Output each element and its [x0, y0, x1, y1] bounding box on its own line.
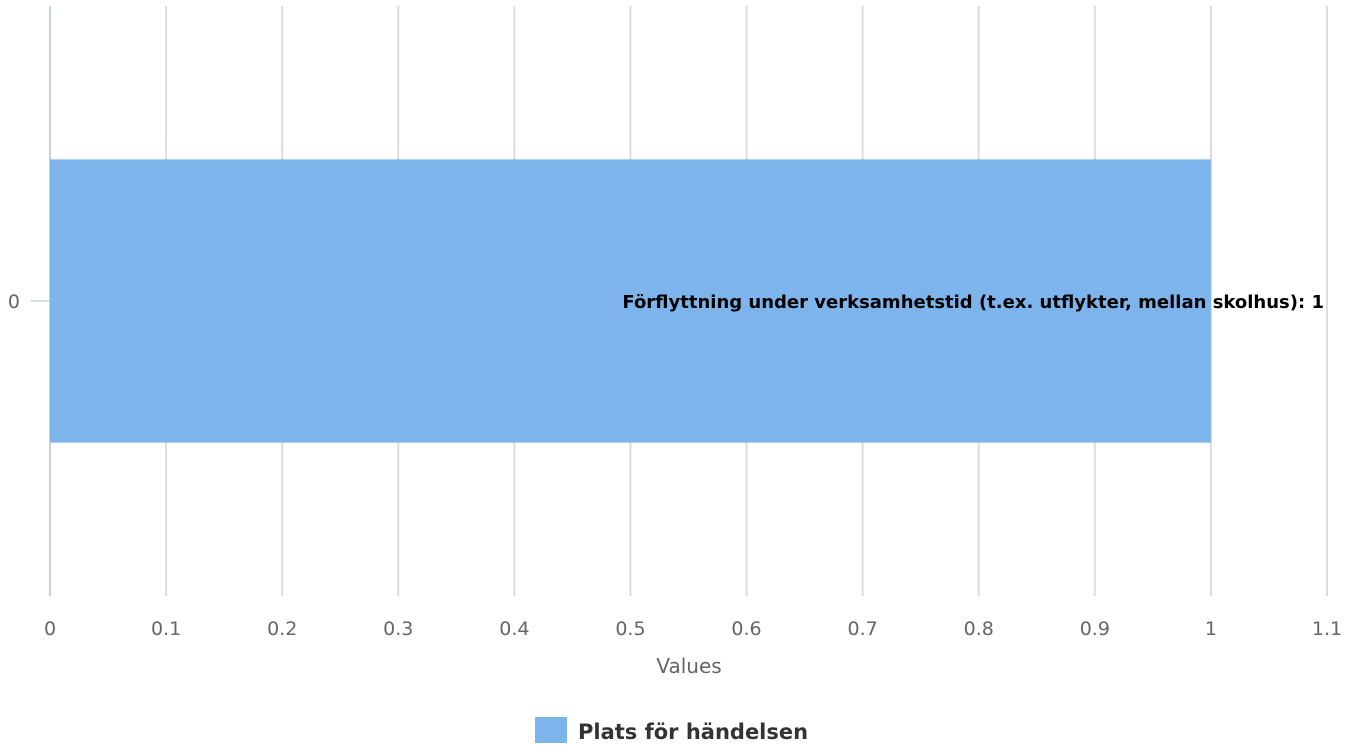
- x-tick-labels: 0 0.1 0.2 0.3 0.4 0.5 0.6 0.7 0.8 0.9 1 1.1: [44, 618, 1342, 640]
- data-labels: Förflyttning under verksamhetstid (t.ex.…: [622, 292, 1324, 313]
- x-tick-label: 0.3: [383, 618, 413, 640]
- x-tick-label: 1: [1205, 618, 1217, 640]
- x-tick-label: 0.5: [615, 618, 645, 640]
- x-tick-label: 0.6: [731, 618, 761, 640]
- bar[interactable]: [50, 159, 1211, 443]
- x-tick-label: 0.4: [499, 618, 529, 640]
- legend-swatch: [535, 717, 567, 743]
- x-axis-title: Values: [656, 654, 721, 678]
- x-tick-label: 0: [44, 618, 56, 640]
- bar-data-label: Förflyttning under verksamhetstid (t.ex.…: [622, 292, 1324, 313]
- y-tick-labels: 0: [8, 291, 50, 313]
- y-tick-label: 0: [8, 291, 20, 313]
- x-tick-label: 1.1: [1312, 618, 1342, 640]
- x-tick-label: 0.7: [848, 618, 878, 640]
- x-tick-label: 0.2: [267, 618, 297, 640]
- legend[interactable]: Plats för händelsen: [535, 717, 808, 744]
- x-tick-label: 0.9: [1080, 618, 1110, 640]
- bars: [50, 159, 1211, 443]
- legend-label: Plats för händelsen: [578, 720, 808, 744]
- x-tick-label: 0.8: [964, 618, 994, 640]
- x-tick-label: 0.1: [151, 618, 181, 640]
